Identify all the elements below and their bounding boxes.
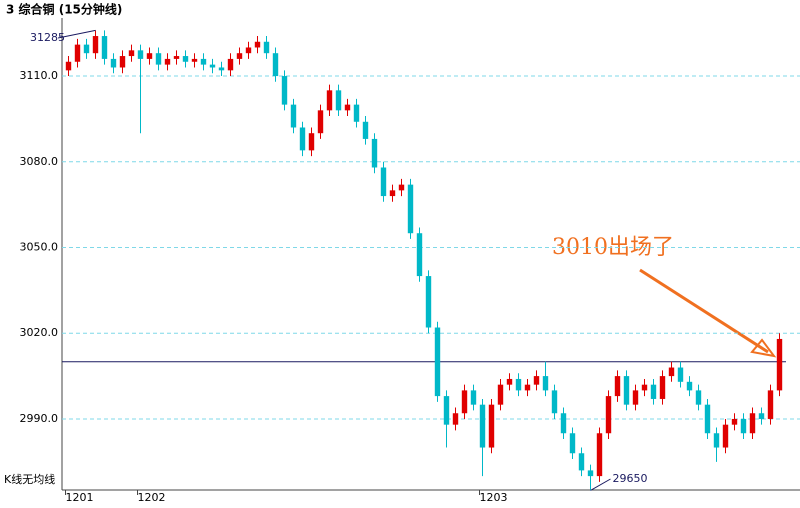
- x-tick-label: 1201: [66, 491, 94, 504]
- candle-body: [407, 184, 414, 234]
- candle-body: [731, 418, 738, 425]
- candle-body: [605, 396, 612, 434]
- candle-body: [416, 233, 423, 277]
- candle-body: [74, 44, 81, 62]
- candle-body: [452, 413, 459, 425]
- candle-body: [146, 53, 153, 59]
- candle-body: [740, 418, 747, 434]
- candle-body: [335, 90, 342, 111]
- candle-body: [506, 378, 513, 385]
- candle-body: [578, 453, 585, 471]
- candle-body: [632, 390, 639, 405]
- candle-body: [380, 167, 387, 197]
- candle-body: [569, 433, 576, 454]
- candle-body: [362, 121, 369, 139]
- candle-body: [596, 433, 603, 477]
- candle-body: [371, 138, 378, 168]
- low-pointer: [590, 478, 611, 491]
- candle-body: [317, 110, 324, 134]
- arrow: [639, 268, 777, 358]
- candle-body: [218, 67, 225, 71]
- candle-body: [191, 58, 198, 62]
- candle-body: [254, 41, 261, 48]
- candle-body: [623, 376, 630, 405]
- candle-body: [515, 378, 522, 391]
- x-tick-label: 1202: [138, 491, 166, 504]
- candle-body: [488, 404, 495, 448]
- candle-body: [461, 390, 468, 414]
- high-pointer: [57, 29, 96, 39]
- candle-body: [353, 104, 360, 122]
- candle-body: [101, 36, 108, 59]
- candle-body: [614, 376, 621, 397]
- candle-body: [272, 53, 279, 77]
- candle-body: [722, 424, 729, 448]
- candle-body: [299, 127, 306, 151]
- candle-body: [209, 64, 216, 68]
- high-label: 31285: [30, 31, 65, 44]
- y-tick-label: 3110.0: [20, 69, 59, 82]
- candle-body: [641, 384, 648, 391]
- candle-body: [119, 56, 126, 68]
- candle-body: [479, 404, 486, 448]
- candle-body: [290, 104, 297, 128]
- candle-body: [695, 390, 702, 405]
- candle-body: [560, 413, 567, 434]
- y-tick-label: 3020.0: [20, 326, 59, 339]
- candle-body: [686, 381, 693, 391]
- chart-title: 3 综合铜 (15分钟线): [6, 2, 122, 17]
- footer-note: K线无均线: [4, 472, 55, 486]
- candle-body: [182, 56, 189, 62]
- candle-body: [767, 390, 774, 419]
- candle-body: [164, 58, 171, 65]
- candle-body: [398, 184, 405, 191]
- candle-body: [110, 58, 117, 68]
- candle-body: [704, 404, 711, 434]
- candle-body: [713, 433, 720, 448]
- candle-body: [524, 384, 531, 391]
- candle-body: [551, 390, 558, 414]
- candle-body: [533, 376, 540, 385]
- candle-body: [587, 470, 594, 477]
- candle-body: [659, 376, 666, 399]
- candle-body: [308, 133, 315, 151]
- candle-body: [389, 190, 396, 197]
- candle-body: [326, 90, 333, 111]
- candle-body: [200, 58, 207, 65]
- candle-body: [749, 413, 756, 434]
- y-tick-label: 3050.0: [20, 241, 59, 254]
- candle-body: [227, 58, 234, 71]
- candle-body: [425, 276, 432, 328]
- candle-body: [650, 384, 657, 399]
- candle-body: [236, 53, 243, 59]
- candle-body: [434, 327, 441, 397]
- candle-body: [65, 61, 72, 71]
- candle-body: [92, 36, 99, 54]
- candle-body: [155, 53, 162, 65]
- annotation: 3010出场了: [552, 235, 674, 260]
- low-label: 29650: [613, 472, 648, 485]
- candle-body: [128, 50, 135, 57]
- candle-body: [263, 41, 270, 54]
- y-tick-label: 2990.0: [20, 412, 59, 425]
- candle-body: [542, 376, 549, 391]
- candle-body: [137, 50, 144, 59]
- candle-body: [668, 367, 675, 377]
- candle-body: [470, 390, 477, 405]
- candle-body: [173, 56, 180, 59]
- candle-body: [776, 338, 783, 391]
- candle-body: [281, 76, 288, 105]
- candle-body: [344, 104, 351, 111]
- candle-body: [443, 396, 450, 425]
- candle-body: [758, 413, 765, 419]
- candle-body: [497, 384, 504, 405]
- x-tick-label: 1203: [480, 491, 508, 504]
- candle-body: [245, 47, 252, 54]
- candle-body: [677, 367, 684, 382]
- y-tick-label: 3080.0: [20, 155, 59, 168]
- candle-body: [83, 44, 90, 54]
